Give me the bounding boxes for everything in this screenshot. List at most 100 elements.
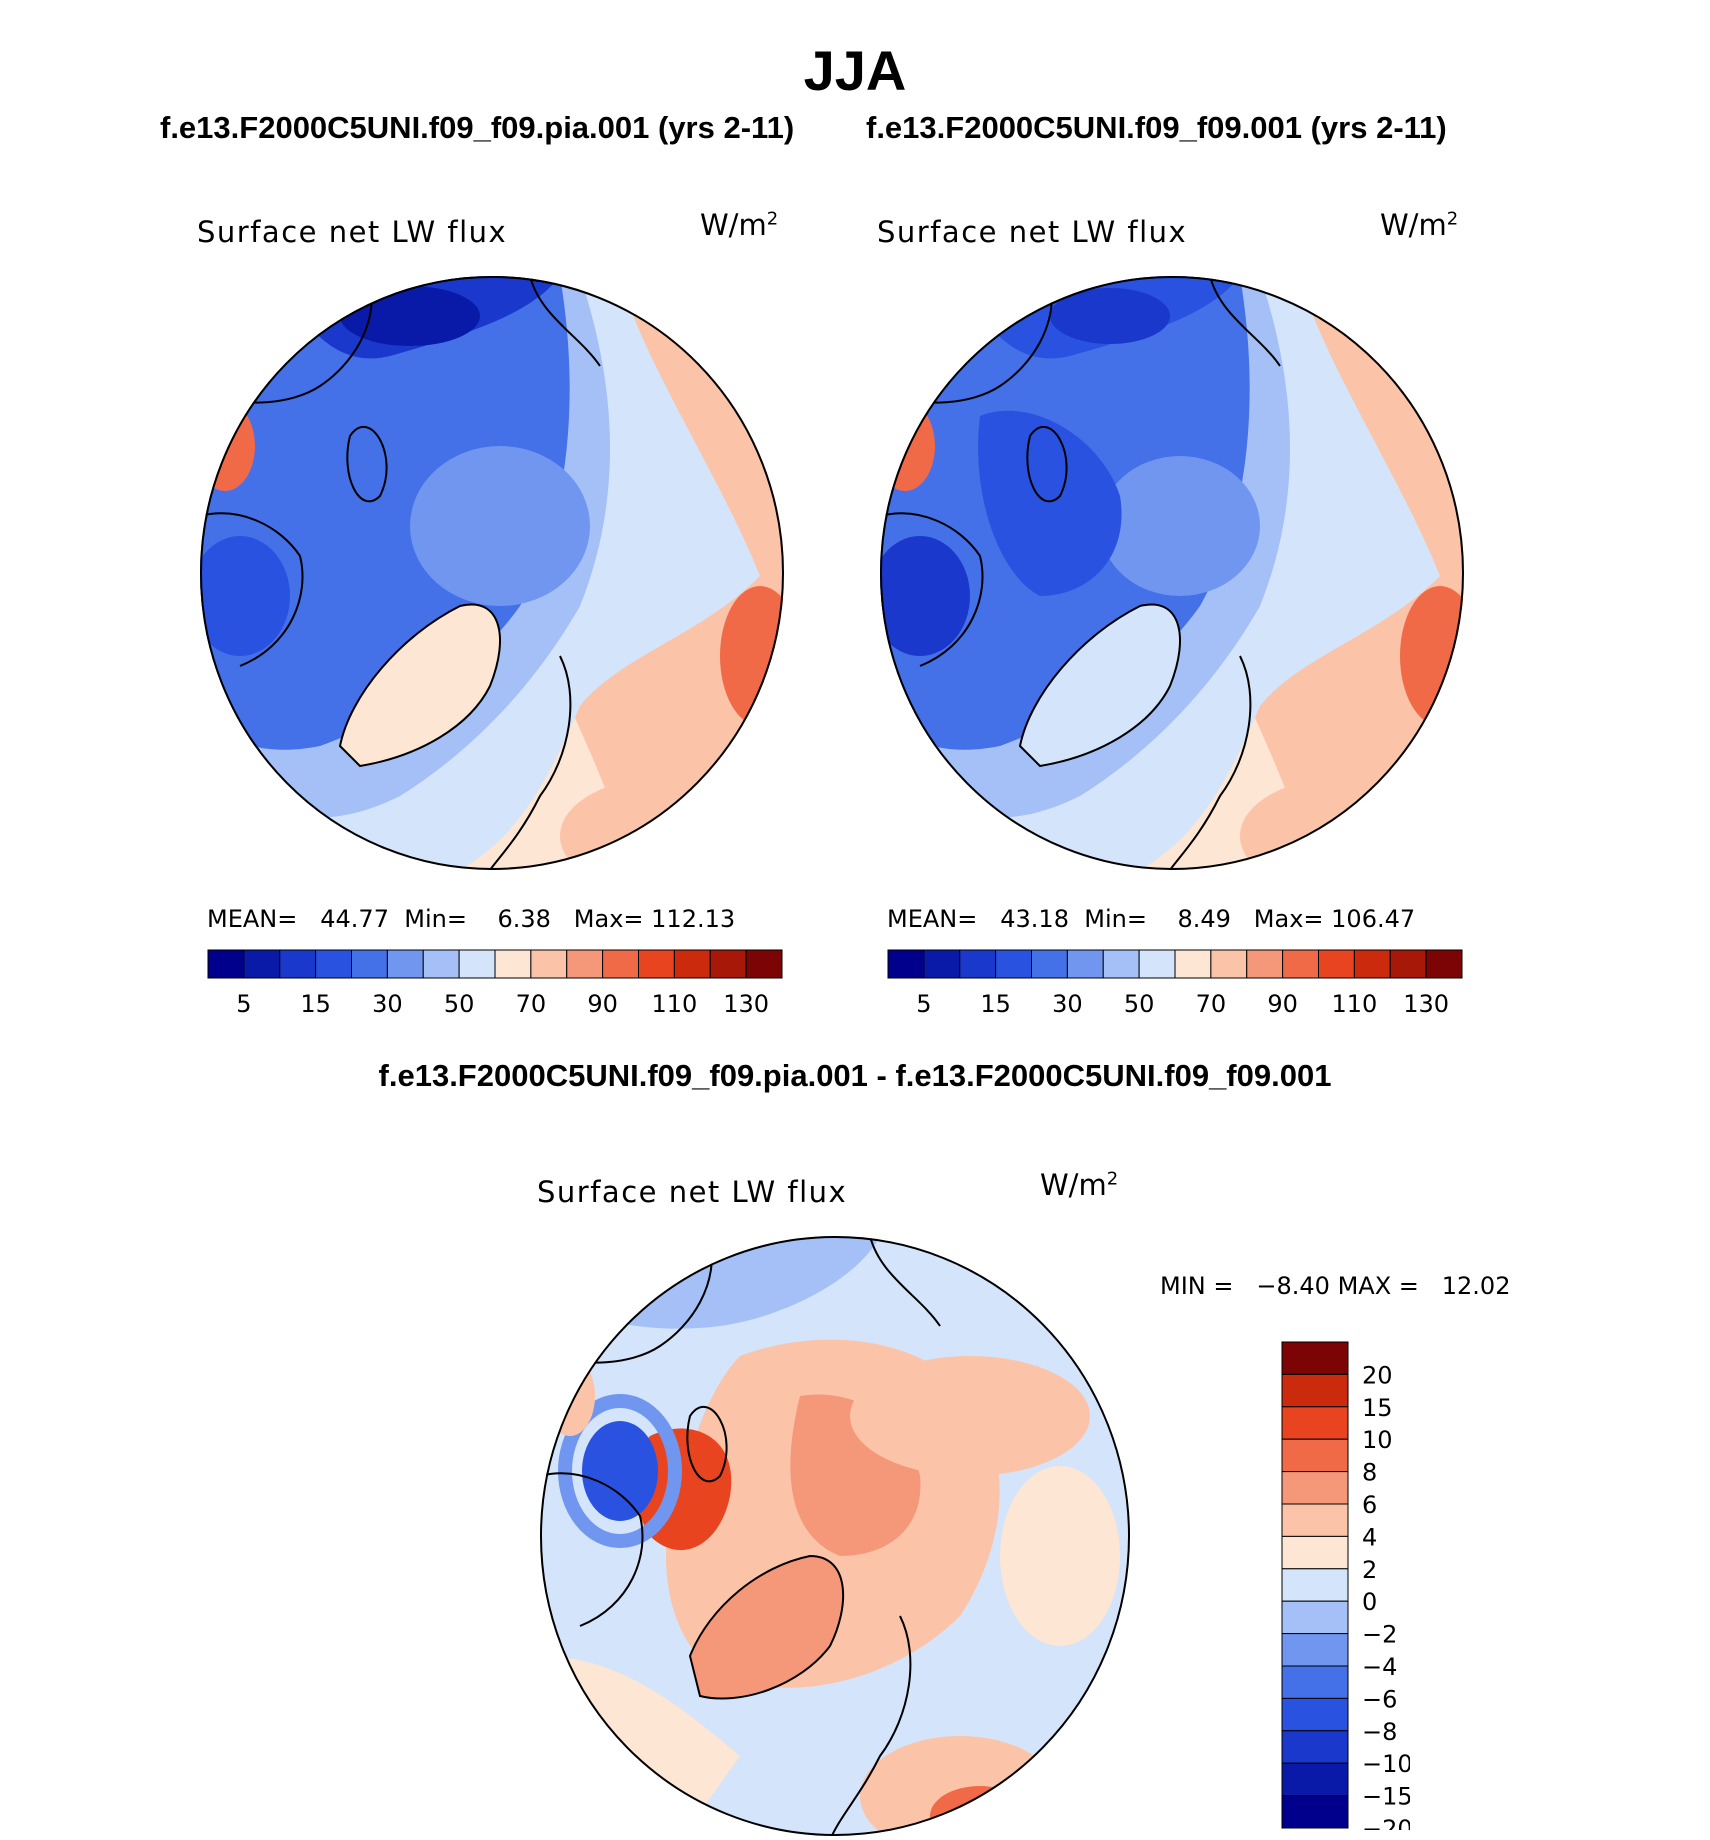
panel-1-map-boundary bbox=[200, 276, 784, 870]
panel-2-variable-label: Surface net LW flux bbox=[877, 215, 1188, 249]
colorbar-swatch bbox=[638, 949, 675, 979]
diff-colorbar-tick-label: −15 bbox=[1362, 1783, 1410, 1811]
panel-2-coastline-kamchatka bbox=[1209, 276, 1281, 367]
difference-stats: MIN = −8.40 MAX = 12.02 bbox=[1160, 1272, 1511, 1300]
panel-1-field-min-core bbox=[340, 286, 480, 346]
panel-1-polar-map bbox=[200, 276, 784, 870]
diff-colorbar-swatch bbox=[1281, 1373, 1349, 1408]
panel-2-case-title: f.e13.F2000C5UNI.f09_f09.001 (yrs 2-11) bbox=[866, 110, 1447, 145]
colorbar-swatch bbox=[602, 949, 639, 979]
difference-variable-label: Surface net LW flux bbox=[537, 1175, 848, 1209]
colorbar-swatch bbox=[959, 949, 997, 979]
colorbar-swatch bbox=[386, 949, 424, 979]
difference-field-west-positive bbox=[545, 1356, 595, 1436]
difference-arctic-islands bbox=[686, 1406, 728, 1483]
panel-2-field-arctic-ocean bbox=[1100, 456, 1260, 596]
colorbar-tick-label: 70 bbox=[516, 990, 547, 1018]
colorbar-tick-label: 90 bbox=[587, 990, 618, 1018]
colorbar-swatch bbox=[1246, 949, 1284, 979]
colorbar-swatch bbox=[995, 949, 1032, 979]
colorbar-tick-label: 130 bbox=[723, 990, 769, 1018]
colorbar-tick-label: 5 bbox=[916, 990, 931, 1018]
panel-2-field-bay bbox=[880, 536, 970, 656]
panel-2-arctic-islands bbox=[1026, 426, 1068, 503]
difference-title: f.e13.F2000C5UNI.f09_f09.pia.001 - f.e13… bbox=[378, 1058, 1332, 1093]
panel-1-coastline-hudson bbox=[200, 512, 304, 667]
colorbar-swatch bbox=[1282, 949, 1319, 979]
difference-polar-map bbox=[540, 1236, 1130, 1836]
colorbar-swatch bbox=[494, 949, 532, 979]
diff-colorbar-swatch bbox=[1281, 1568, 1349, 1602]
difference-field-hudson-min bbox=[582, 1421, 658, 1521]
colorbar-swatch bbox=[673, 949, 711, 979]
difference-coastline-europe bbox=[829, 1615, 912, 1836]
diff-colorbar-tick-label: −8 bbox=[1362, 1718, 1397, 1746]
colorbar-swatch bbox=[315, 949, 352, 979]
difference-units-label: W/m2 bbox=[1040, 1168, 1119, 1202]
colorbar-swatch bbox=[745, 949, 783, 979]
diff-colorbar-swatch bbox=[1281, 1633, 1349, 1667]
colorbar-swatch bbox=[243, 949, 281, 979]
panel-1-field-bay bbox=[200, 536, 290, 656]
diff-colorbar-swatch bbox=[1281, 1795, 1349, 1829]
diff-colorbar-tick-label: −20 bbox=[1362, 1815, 1410, 1830]
colorbar-swatch bbox=[351, 949, 388, 979]
colorbar-swatch bbox=[709, 949, 747, 979]
panel-2-colorbar: 5 15 30 50 70 90 110 130 bbox=[887, 949, 1463, 1018]
colorbar-tick-label: 50 bbox=[444, 990, 475, 1018]
panel-2-greenland bbox=[1018, 603, 1181, 768]
diff-colorbar-swatch bbox=[1281, 1730, 1349, 1764]
panel-2-map-boundary bbox=[880, 276, 1464, 870]
colorbar-swatch bbox=[458, 949, 496, 979]
panel-2-coastline-hudson bbox=[880, 512, 984, 667]
colorbar-swatch bbox=[1102, 949, 1140, 979]
colorbar-tick-label: 50 bbox=[1124, 990, 1155, 1018]
colorbar-swatch bbox=[566, 949, 604, 979]
diff-colorbar-swatch bbox=[1281, 1471, 1349, 1505]
colorbar-swatch bbox=[530, 949, 568, 979]
diff-colorbar-swatch bbox=[1281, 1600, 1349, 1635]
difference-field-siberia bbox=[850, 1356, 1090, 1476]
diff-colorbar-swatch bbox=[1281, 1762, 1349, 1797]
panel-2-coastline-europe bbox=[1169, 655, 1252, 870]
colorbar-swatch bbox=[1210, 949, 1248, 979]
difference-coastline-kamchatka bbox=[869, 1236, 941, 1327]
panel-2-field-min-core bbox=[1050, 288, 1170, 344]
diff-colorbar-tick-label: −2 bbox=[1362, 1621, 1397, 1649]
diff-colorbar-tick-label: 4 bbox=[1362, 1523, 1377, 1551]
colorbar-swatch bbox=[1389, 949, 1427, 979]
colorbar-tick-label: 70 bbox=[1196, 990, 1227, 1018]
colorbar-swatch bbox=[279, 949, 317, 979]
diff-colorbar-tick-label: 10 bbox=[1362, 1426, 1393, 1454]
difference-greenland bbox=[688, 1554, 845, 1700]
panel-1-colorbar: 5 15 30 50 70 90 110 130 bbox=[207, 949, 783, 1018]
diff-colorbar-tick-label: −4 bbox=[1362, 1653, 1397, 1681]
difference-field-hudson-ring bbox=[558, 1394, 682, 1548]
colorbar-swatch bbox=[1353, 949, 1391, 979]
diff-colorbar-tick-label: −6 bbox=[1362, 1685, 1397, 1713]
diff-colorbar-swatch bbox=[1281, 1535, 1349, 1570]
diff-colorbar-swatch bbox=[1281, 1341, 1349, 1375]
figure-title: JJA bbox=[803, 39, 907, 102]
colorbar-tick-label: 30 bbox=[1052, 990, 1083, 1018]
colorbar-tick-label: 110 bbox=[651, 990, 697, 1018]
diff-colorbar-swatch bbox=[1281, 1438, 1349, 1473]
colorbar-swatch bbox=[1425, 949, 1463, 979]
colorbar-swatch bbox=[923, 949, 961, 979]
diff-colorbar-tick-label: 8 bbox=[1362, 1459, 1377, 1487]
colorbar-tick-label: 15 bbox=[300, 990, 331, 1018]
diff-colorbar-swatch bbox=[1281, 1665, 1349, 1699]
colorbar-swatch bbox=[1174, 949, 1212, 979]
diff-colorbar-tick-label: 20 bbox=[1362, 1361, 1393, 1389]
colorbar-swatch bbox=[1138, 949, 1176, 979]
panel-1-greenland bbox=[338, 603, 501, 768]
diff-colorbar-tick-label: 0 bbox=[1362, 1588, 1377, 1616]
colorbar-swatch bbox=[1031, 949, 1068, 979]
colorbar-swatch bbox=[422, 949, 460, 979]
colorbar-tick-label: 110 bbox=[1331, 990, 1377, 1018]
panel-1-coastline-kamchatka bbox=[529, 276, 601, 367]
panel-1-case-title: f.e13.F2000C5UNI.f09_f09.pia.001 (yrs 2-… bbox=[160, 110, 795, 145]
colorbar-tick-label: 130 bbox=[1403, 990, 1449, 1018]
panel-1-field-arctic-ocean bbox=[410, 446, 590, 606]
